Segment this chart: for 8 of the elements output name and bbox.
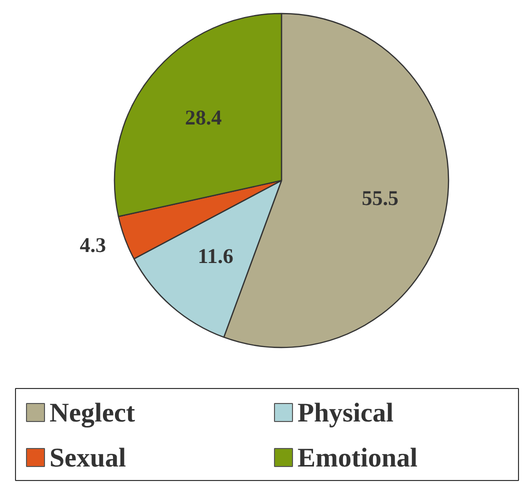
data-label: 11.6 xyxy=(198,244,234,268)
legend-label: Physical xyxy=(298,398,394,428)
data-label: 55.5 xyxy=(362,186,399,210)
legend-label: Sexual xyxy=(50,442,127,472)
legend-label: Neglect xyxy=(50,398,135,428)
data-label: 28.4 xyxy=(185,106,222,130)
legend-label: Emotional xyxy=(298,442,418,472)
data-label: 4.3 xyxy=(80,233,106,258)
